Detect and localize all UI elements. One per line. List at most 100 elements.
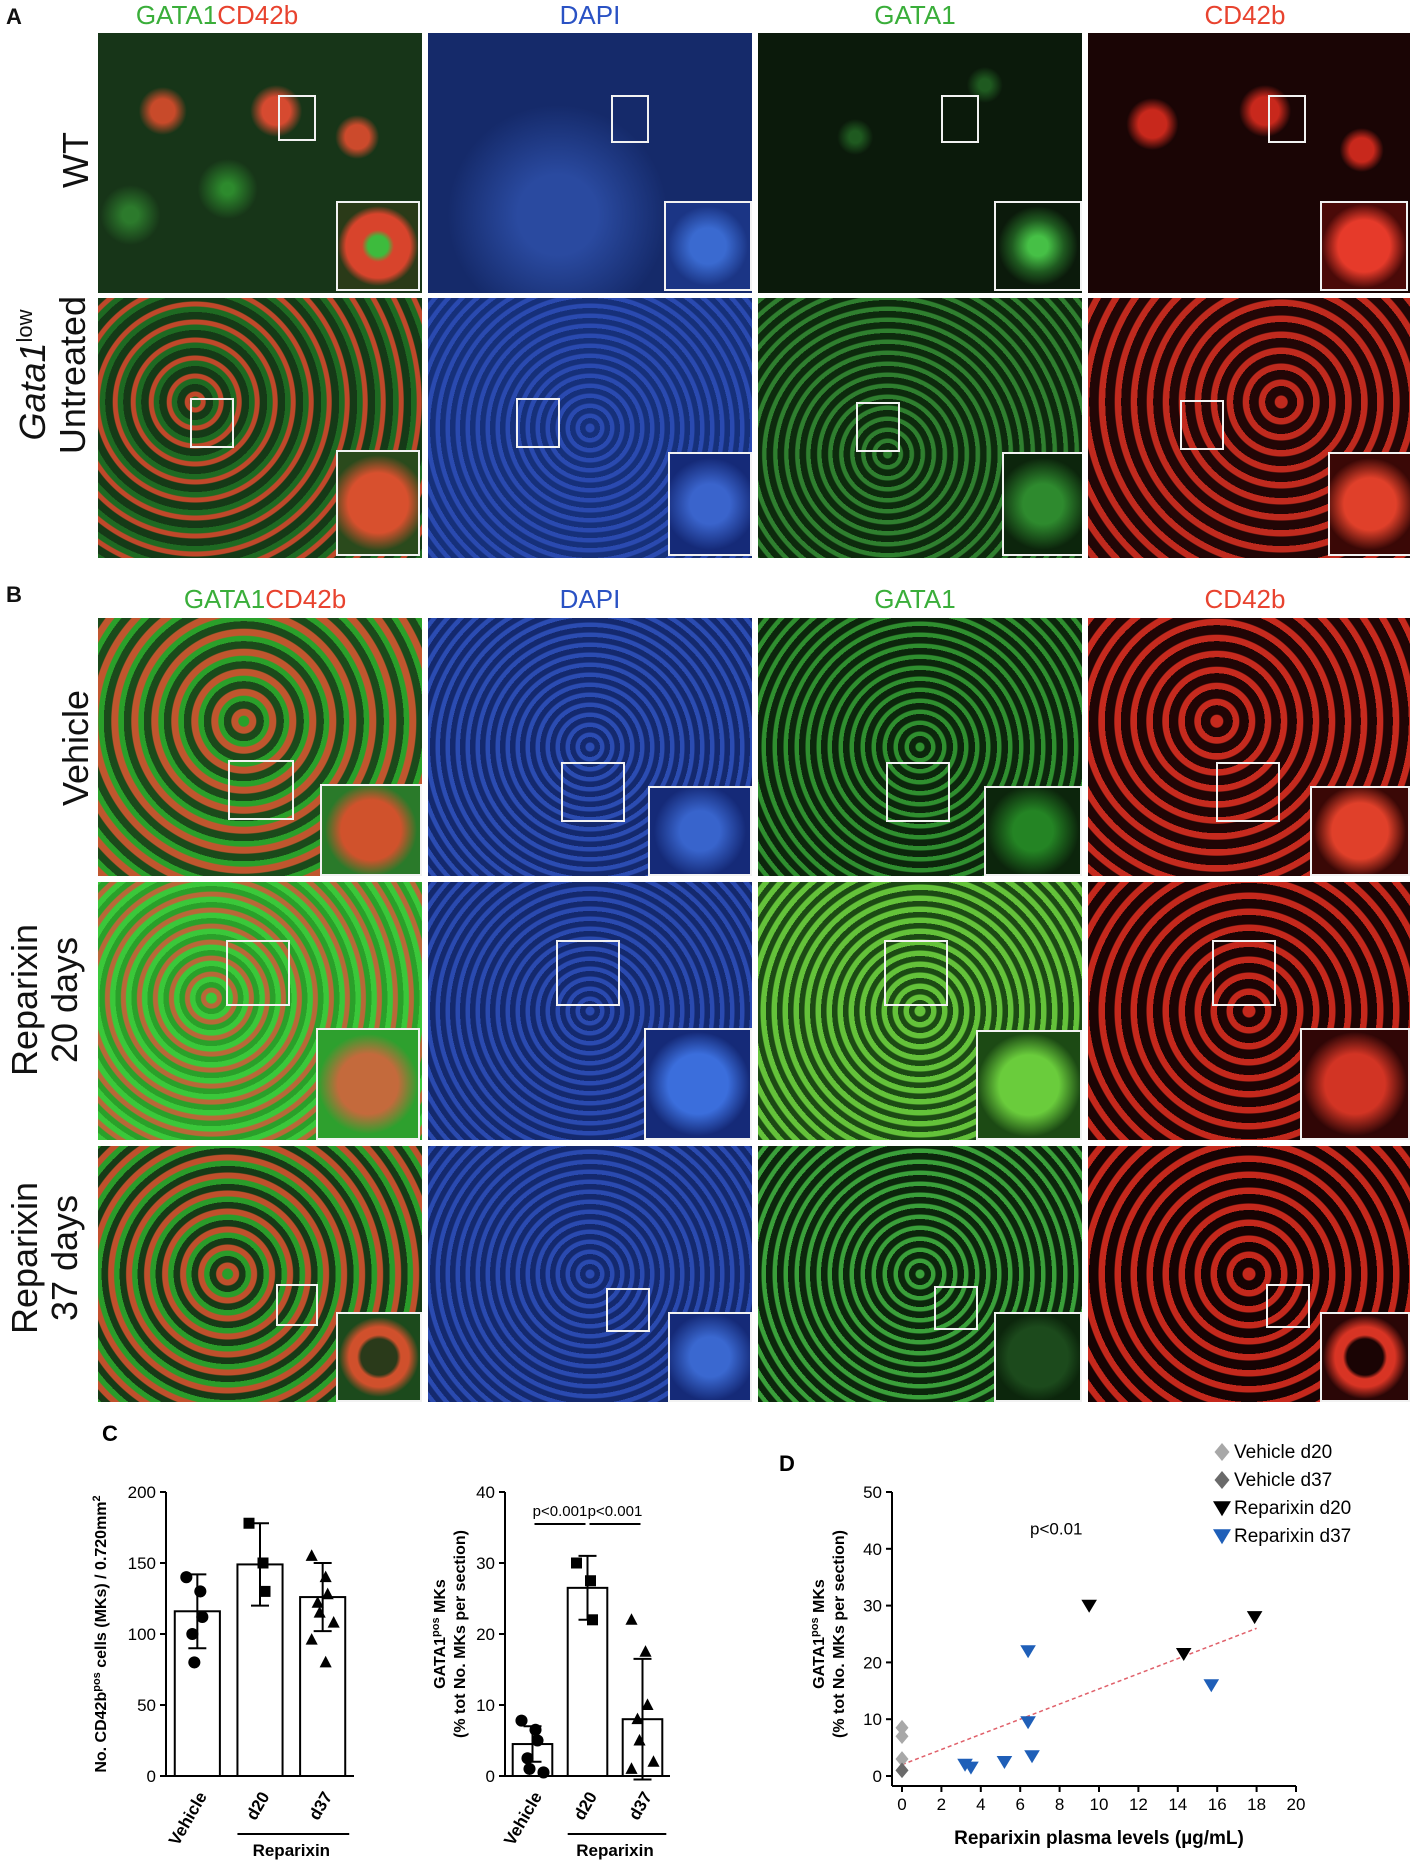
y-axis-label-line2: (% tot No. MKs per section) (831, 1530, 848, 1738)
data-point (311, 1596, 324, 1608)
data-point (196, 1610, 209, 1624)
panel-letter-b: B (6, 582, 22, 607)
data-point (895, 1719, 909, 1736)
x-tick-label: 14 (1168, 1795, 1187, 1814)
x-tick-label: 18 (1247, 1795, 1266, 1814)
data-point (257, 1557, 269, 1569)
y-tick-label: 0 (147, 1767, 156, 1786)
micrograph-gata1low-gata1 (758, 298, 1082, 558)
data-point (1175, 1648, 1192, 1662)
data-point (529, 1723, 542, 1736)
micrograph-reparixin37-gata1 (758, 1146, 1082, 1402)
data-point (521, 1752, 534, 1765)
data-point (180, 1571, 193, 1584)
panel-letter-d: D (779, 1451, 795, 1476)
col-label-merge-b: GATA1CD42b (183, 584, 347, 614)
legend-marker (1213, 1529, 1231, 1545)
y-axis-label-part: No. CD42b (93, 1692, 110, 1773)
y-axis-label: GATA1pos MKs (809, 1579, 828, 1689)
col-label-merge-a: GATA1CD42b (135, 0, 299, 30)
bar-chart-cd42b-count: 0 50 100 150 200 Vehicle d20 d37 Reparixin No. CD… (91, 1483, 354, 1860)
micrograph-wt-gata1 (758, 33, 1082, 293)
data-point (571, 1557, 582, 1569)
micrograph-reparixin20-merge (98, 882, 422, 1140)
legend-label: Vehicle d20 (1234, 1442, 1332, 1463)
y-axis-label-line2: (% tot No. MKs per section) (452, 1530, 469, 1738)
data-point (639, 1645, 652, 1657)
data-point (1203, 1679, 1220, 1693)
data-point (585, 1575, 596, 1587)
data-point (895, 1751, 909, 1767)
x-tick-label: 6 (1015, 1795, 1024, 1814)
data-point (313, 1606, 326, 1618)
y-axis-label: No. CD42bpos cells (MKs) / 0.720mm2 (91, 1495, 110, 1772)
x-tick-label: 20 (1287, 1795, 1306, 1814)
micrograph-gata1low-dapi (428, 298, 752, 558)
panel-letter-c: C (102, 1421, 118, 1446)
micrograph-reparixin37-merge (98, 1146, 422, 1402)
data-point (895, 1762, 909, 1779)
col-label-dapi-b: DAPI (559, 584, 621, 614)
y-tick-label: 10 (476, 1696, 495, 1715)
data-point (996, 1755, 1013, 1769)
x-tick-label: Vehicle (500, 1789, 546, 1849)
micrograph-wt-cd42b (1088, 33, 1410, 293)
panel-letter-a: A (6, 4, 22, 29)
micrograph-vehicle-dapi (428, 618, 752, 876)
data-point (1081, 1599, 1097, 1613)
col-label-cd42b-a: CD42b (1204, 0, 1286, 30)
micrograph-wt-merge (98, 33, 422, 293)
col-label-gata1-b: GATA1 (874, 584, 956, 614)
micrograph-reparixin37-cd42b (1088, 1146, 1410, 1402)
data-point (1020, 1716, 1036, 1730)
x-tick-label: 0 (897, 1795, 906, 1814)
legend-label: Reparixin d20 (1234, 1498, 1351, 1519)
row-label-vehicle: Vehicle (55, 689, 96, 807)
x-tick-label: 10 (1090, 1795, 1109, 1814)
row-label-gata1low-untreated: Gata1low Untreated (12, 295, 93, 455)
significance-label: p<0.001 (588, 1503, 643, 1520)
y-tick-label: 10 (863, 1710, 882, 1729)
x-tick-label: d37 (625, 1789, 656, 1824)
data-point (631, 1712, 644, 1725)
micrograph-vehicle-merge (98, 618, 422, 876)
x-tick-label: d20 (570, 1789, 601, 1824)
data-point (1024, 1750, 1040, 1764)
y-axis-label-part: cells (MKs) / 0.720mm (93, 1501, 110, 1672)
y-axis-label-part: GATA1 (811, 1637, 828, 1689)
x-tick-label: d37 (305, 1789, 336, 1824)
y-tick-label: 30 (476, 1554, 495, 1573)
micrograph-gata1low-cd42b (1088, 298, 1410, 558)
data-point (515, 1714, 528, 1727)
micrograph-reparixin20-cd42b (1088, 882, 1410, 1140)
micrograph-wt-dapi (428, 33, 752, 293)
data-point (647, 1755, 660, 1767)
legend-label: Reparixin d37 (1234, 1526, 1351, 1547)
micrograph-reparixin37-dapi (428, 1146, 752, 1402)
data-point (523, 1762, 536, 1775)
y-axis-label-part: GATA1 (432, 1637, 449, 1689)
data-point (194, 1585, 207, 1598)
micrograph-vehicle-gata1 (758, 618, 1082, 876)
data-point (531, 1734, 544, 1747)
data-point (537, 1766, 550, 1779)
data-point (587, 1614, 598, 1626)
y-tick-label: 0 (486, 1767, 495, 1786)
col-label-gata1-a: GATA1 (874, 0, 956, 30)
y-axis-label-sup: pos (430, 1617, 442, 1637)
y-tick-label: 150 (128, 1554, 156, 1573)
x-tick-label: 8 (1055, 1795, 1064, 1814)
data-point (305, 1549, 318, 1561)
y-tick-label: 20 (863, 1653, 882, 1672)
data-point (1020, 1645, 1036, 1659)
row-label-reparixin-20-days: Reparixin 20 days (4, 923, 85, 1077)
data-point (188, 1656, 201, 1669)
significance-label: p<0.001 (533, 1503, 588, 1520)
y-tick-label: 40 (863, 1540, 882, 1559)
bar-chart-gata1-percent: 0 10 20 30 40 Vehicle d20 d37 Reparixin p<0.001 p<… (430, 1483, 670, 1860)
row-label-wt: WT (55, 132, 96, 188)
x-tick-label: 2 (937, 1795, 946, 1814)
x-tick-label: 16 (1208, 1795, 1227, 1814)
legend-marker (1214, 1471, 1230, 1489)
